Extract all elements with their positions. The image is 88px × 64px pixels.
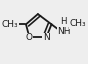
Text: NH: NH	[57, 28, 71, 36]
Text: N: N	[43, 33, 50, 42]
Text: H: H	[60, 17, 66, 26]
Text: O: O	[25, 33, 32, 42]
Text: CH₃: CH₃	[70, 19, 86, 28]
Text: CH₃: CH₃	[1, 20, 18, 29]
